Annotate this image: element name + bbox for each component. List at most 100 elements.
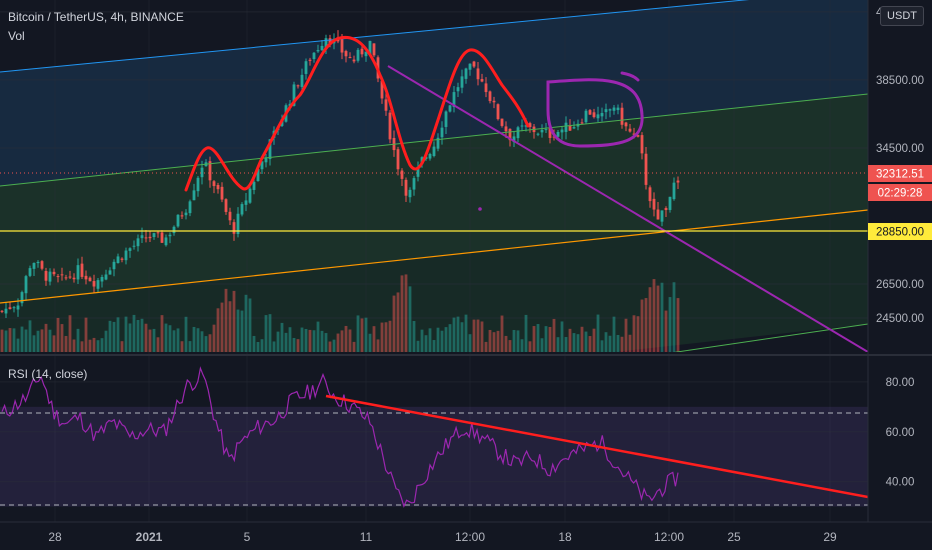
candle-body: [540, 129, 544, 133]
candle-body: [44, 271, 48, 281]
candle-body: [112, 261, 116, 270]
volume-bar: [632, 315, 636, 352]
volume-bar: [376, 339, 380, 352]
volume-bar: [144, 323, 148, 352]
volume-bar: [380, 322, 384, 352]
volume-bar: [20, 326, 24, 352]
volume-bar: [156, 337, 160, 352]
volume-bar: [656, 285, 660, 352]
volume-bar: [248, 298, 252, 352]
volume-bar: [284, 332, 288, 352]
volume-bar: [472, 319, 476, 352]
volume-bar: [664, 310, 668, 352]
candle-body: [352, 59, 356, 62]
candle-body: [460, 76, 464, 88]
candle-body: [248, 188, 252, 203]
volume-bar: [628, 334, 632, 352]
volume-bar: [344, 325, 348, 352]
candle-body: [76, 265, 80, 280]
volume-bar: [168, 325, 172, 352]
candle-body: [572, 127, 576, 129]
candle-body: [556, 131, 560, 137]
volume-bar: [32, 335, 36, 352]
volume-bar: [148, 329, 152, 352]
volume-bar: [512, 329, 516, 352]
volume-bar: [576, 334, 580, 352]
channel-mid-line: [0, 93, 868, 187]
volume-bar: [608, 335, 612, 352]
volume-bar: [364, 317, 368, 352]
candle-body: [516, 127, 520, 139]
candle-body: [148, 236, 152, 239]
volume-bar: [84, 317, 88, 352]
price-tick-label: 24500.00: [876, 313, 924, 325]
candle-body: [260, 161, 264, 170]
candle-body: [484, 83, 488, 93]
volume-bar: [360, 318, 364, 352]
candle-body: [524, 125, 528, 127]
volume-bar: [540, 338, 544, 352]
candle-body: [4, 308, 8, 314]
time-tick-label: 18: [558, 530, 572, 544]
candle-body: [620, 107, 624, 125]
volume-bar: [624, 318, 628, 352]
candle-body: [444, 111, 448, 127]
volume-bar: [584, 331, 588, 352]
price-tick-label: 26500.00: [876, 279, 924, 291]
volume-bar: [560, 321, 564, 352]
volume-bar: [488, 329, 492, 352]
candle-body: [568, 125, 572, 131]
volume-bar: [672, 282, 676, 352]
candle-body: [564, 122, 568, 132]
volume-bar: [100, 338, 104, 352]
time-tick-label: 12:00: [654, 530, 684, 544]
rsi-band: [0, 406, 868, 507]
volume-bar: [16, 338, 20, 352]
volume-bar: [288, 327, 292, 352]
candle-body: [468, 63, 472, 70]
descending-trendline: [387, 65, 868, 352]
marker-dot: [478, 207, 482, 211]
volume-bar: [400, 275, 404, 352]
volume-bar: [72, 339, 76, 352]
price-grid: [0, 11, 868, 319]
volume-bar: [44, 323, 48, 352]
symbol-title[interactable]: Bitcoin / TetherUS, 4h, BINANCE: [8, 10, 184, 24]
volume-bar: [196, 328, 200, 352]
candle-body: [164, 237, 168, 246]
volume-bar: [12, 328, 16, 352]
volume-bar: [220, 302, 224, 352]
time-axis[interactable]: 28 2021 5 11 12:00 18 12:00 25 29: [48, 530, 837, 544]
time-tick-label: 25: [727, 530, 741, 544]
rsi-tick-label: 60.00: [886, 427, 915, 439]
volume-indicator-label[interactable]: Vol: [8, 29, 25, 43]
candle-body: [648, 187, 652, 202]
candles: [0, 30, 680, 318]
candle-body: [668, 196, 672, 210]
volume-bar: [484, 341, 488, 352]
volume-bar: [164, 323, 168, 352]
volume-bar: [120, 341, 124, 352]
volume-bar: [352, 341, 356, 352]
volume-bar: [0, 329, 4, 352]
rsi-trendline: [325, 394, 868, 499]
volume-bar: [492, 332, 496, 352]
volume-bar: [480, 321, 484, 352]
candle-body: [432, 146, 436, 156]
candle-body: [212, 181, 216, 187]
candle-body: [12, 307, 16, 309]
candle-body: [264, 157, 268, 163]
volume-bar: [476, 319, 480, 352]
currency-button[interactable]: USDT: [880, 6, 924, 26]
candle-body: [548, 127, 552, 138]
rsi-indicator-label[interactable]: RSI (14, close): [8, 367, 88, 381]
volume-bar: [564, 337, 568, 352]
volume-bar: [28, 320, 32, 352]
volume-bar: [232, 290, 236, 352]
volume-bar: [300, 327, 304, 352]
candle-body: [16, 305, 20, 310]
volume-bar: [152, 328, 156, 352]
rsi-axis[interactable]: 80.00 60.00 40.00: [886, 377, 915, 489]
volume-bar: [388, 320, 392, 352]
